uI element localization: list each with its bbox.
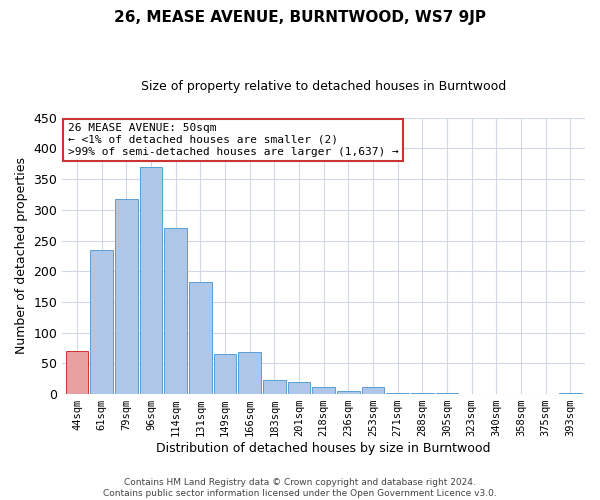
X-axis label: Distribution of detached houses by size in Burntwood: Distribution of detached houses by size … [157, 442, 491, 455]
Bar [362, 386, 384, 394]
Text: 26, MEASE AVENUE, BURNTWOOD, WS7 9JP: 26, MEASE AVENUE, BURNTWOOD, WS7 9JP [114, 10, 486, 25]
Bar [115, 200, 138, 394]
Bar [189, 282, 212, 394]
Bar [287, 382, 310, 394]
Bar [313, 386, 335, 394]
Y-axis label: Number of detached properties: Number of detached properties [15, 158, 28, 354]
Bar [238, 352, 261, 394]
Text: 26 MEASE AVENUE: 50sqm
← <1% of detached houses are smaller (2)
>99% of semi-det: 26 MEASE AVENUE: 50sqm ← <1% of detached… [68, 124, 398, 156]
Bar [386, 393, 409, 394]
Bar [164, 228, 187, 394]
Text: Contains HM Land Registry data © Crown copyright and database right 2024.
Contai: Contains HM Land Registry data © Crown c… [103, 478, 497, 498]
Bar [140, 167, 163, 394]
Bar [66, 351, 88, 394]
Bar [263, 380, 286, 394]
Bar [337, 391, 359, 394]
Title: Size of property relative to detached houses in Burntwood: Size of property relative to detached ho… [141, 80, 506, 93]
Bar [91, 250, 113, 394]
Bar [559, 393, 581, 394]
Bar [214, 354, 236, 394]
